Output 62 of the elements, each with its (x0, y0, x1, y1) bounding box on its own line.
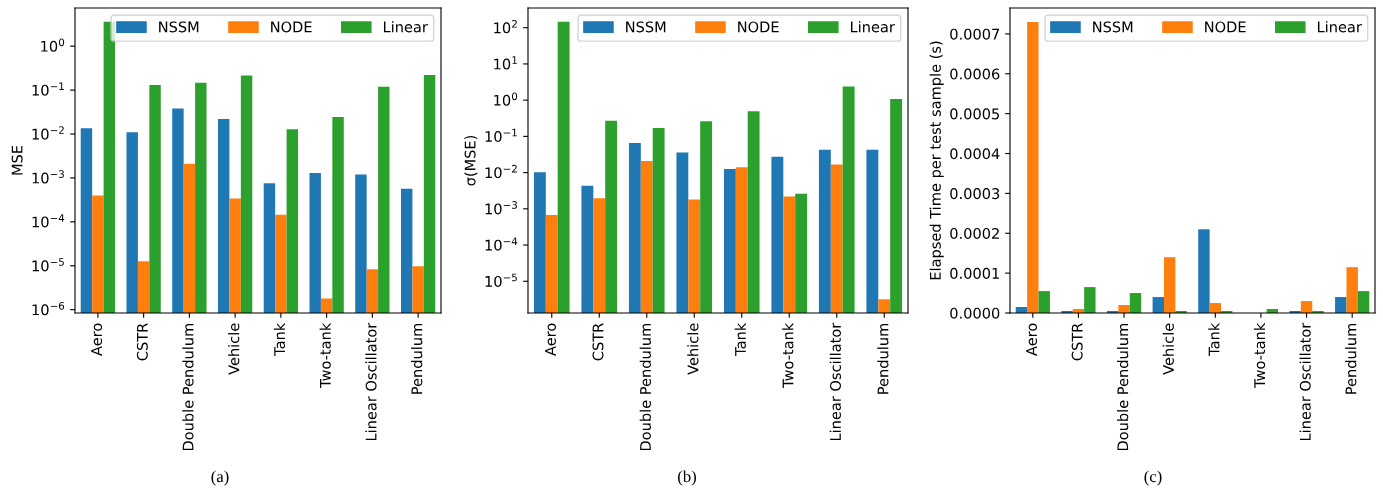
text: (b) (678, 470, 696, 486)
legend-label: NODE (271, 21, 312, 33)
y-tick-label: 0.0005 (950, 108, 999, 120)
y-tick-label: 10$^{−4}$ (32, 214, 65, 228)
x-tick-label: Vehicle (228, 323, 240, 375)
legend-label: NSSM (1093, 21, 1133, 33)
y-axis-title: MSE (11, 145, 23, 175)
y-tick-label: 0.0007 (950, 28, 1000, 40)
x-tick-label: Two-tank (319, 322, 331, 388)
y-tick-label: 10$^{−3}$ (32, 170, 64, 184)
y-tick-label: 10$^{0}$ (494, 92, 518, 106)
y-tick-label: 0.0001 (950, 267, 999, 279)
y-tick-label: 10$^{0}$ (41, 38, 65, 52)
x-tick-label: Vehicle (687, 323, 699, 375)
y-tick-label: 10$^{−1}$ (485, 128, 517, 143)
text: (a) (211, 470, 229, 486)
x-tick-label: Pendulum (411, 323, 423, 394)
legend-label: Linear (1317, 21, 1362, 33)
x-tick-label: Tank (1208, 322, 1220, 356)
x-tick-label: Tank (734, 322, 746, 356)
x-tick-label: Tank (273, 322, 286, 356)
y-tick-label: 10$^{−5}$ (485, 273, 517, 287)
legend-label: NSSM (159, 21, 199, 33)
x-tick-label: CSTR (136, 323, 148, 361)
x-tick-label: Double Pendulum (182, 323, 194, 451)
y-tick-label: 0.0006 (950, 68, 1000, 80)
y-axis-title: Elapsed Time per test sample (s) (929, 41, 944, 280)
y-tick-label: 0.0003 (950, 188, 1000, 200)
y-tick-label: 0.0002 (950, 227, 999, 240)
x-tick-label: Pendulum (1345, 323, 1357, 394)
x-tick-label: CSTR (1071, 323, 1083, 361)
x-tick-label: Linear Oscillator (365, 322, 377, 441)
y-axis-title: σ(MSE) (464, 135, 478, 186)
y-tick-label: 10$^{−3}$ (485, 201, 517, 215)
legend-label: NODE (738, 21, 779, 33)
y-tick-label: 0.0000 (950, 307, 1000, 319)
legend-label: Linear (383, 21, 428, 33)
x-tick-label: Linear Oscillator (829, 322, 841, 441)
y-tick-label: 0.0004 (950, 148, 1000, 160)
x-tick-label: Vehicle (1162, 323, 1174, 375)
y-tick-label: 10$^{−5}$ (32, 258, 64, 272)
y-tick-label: 10$^{1}$ (494, 56, 517, 70)
y-tick-label: 10$^{−2}$ (485, 164, 517, 179)
x-tick-label: Pendulum (877, 323, 889, 394)
x-tick-label: Aero (91, 323, 103, 356)
x-tick-label: Two-tank (1253, 322, 1266, 388)
y-tick-label: 10$^{2}$ (494, 19, 517, 34)
legend-label: NODE (1205, 21, 1246, 33)
y-tick-label: 10$^{−4}$ (485, 237, 518, 251)
legend-label: NSSM (626, 21, 666, 33)
x-tick-label: Aero (545, 323, 556, 356)
x-tick-label: Double Pendulum (639, 323, 651, 451)
x-tick-label: Double Pendulum (1117, 323, 1129, 451)
x-tick-label: Two-tank (782, 322, 794, 388)
text: (c) (1144, 470, 1162, 486)
legend-label: Linear (850, 21, 895, 33)
y-tick-label: 10$^{−1}$ (32, 82, 64, 96)
y-tick-label: 10$^{−2}$ (32, 126, 64, 140)
x-tick-label: CSTR (592, 323, 604, 361)
x-tick-label: Linear Oscillator (1299, 322, 1311, 441)
x-tick-label: Aero (1026, 323, 1038, 356)
y-tick-label: 10$^{−6}$ (32, 301, 65, 316)
